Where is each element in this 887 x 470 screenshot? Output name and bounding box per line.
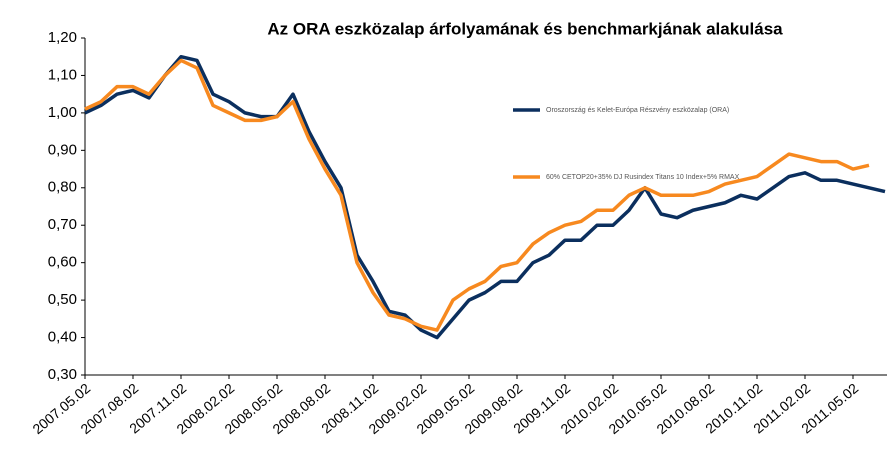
y-tick-label: 0,30: [48, 366, 77, 383]
y-tick-label: 0,80: [48, 179, 77, 196]
y-tick-label: 0,70: [48, 216, 77, 233]
y-tick-label: 0,50: [48, 291, 77, 308]
y-tick-label: 0,40: [48, 329, 77, 346]
chart-title: Az ORA eszközalap árfolyamának és benchm…: [267, 19, 783, 38]
legend-label: 60% CETOP20+35% DJ Rusindex Titans 10 In…: [546, 174, 740, 181]
y-tick-label: 1,00: [48, 104, 77, 121]
series-line: [84, 58, 870, 332]
legend-label: Oroszország és Kelet-Európa Részvény esz…: [546, 107, 729, 114]
y-tick-label: 1,10: [48, 66, 77, 83]
series-line: [84, 54, 886, 340]
y-tick-label: 0,90: [48, 141, 77, 158]
y-tick-label: 0,60: [48, 254, 77, 271]
y-tick-label: 1,20: [48, 29, 77, 46]
